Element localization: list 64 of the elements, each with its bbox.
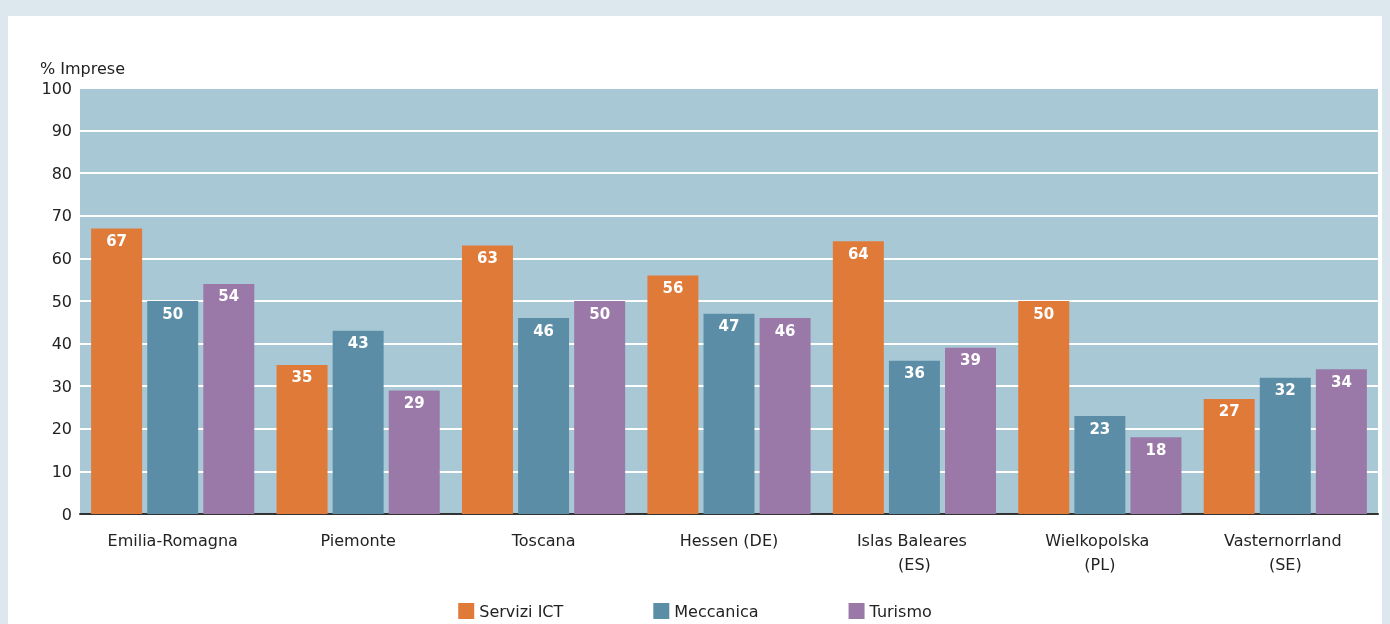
data-label: 29	[403, 393, 425, 412]
data-label: 43	[347, 334, 369, 353]
y-tick-label: 60	[51, 248, 72, 268]
bar	[647, 275, 699, 514]
data-label: 64	[847, 244, 869, 263]
bar	[945, 347, 997, 514]
data-label: 67	[106, 232, 128, 251]
bar	[1018, 301, 1070, 514]
legend-label: Servizi ICT	[479, 601, 564, 621]
data-label: 63	[477, 249, 498, 268]
data-label: 32	[1274, 381, 1296, 400]
legend-label: Meccanica	[674, 601, 759, 621]
data-label: 39	[960, 351, 981, 370]
y-tick-label: 0	[61, 504, 72, 524]
y-tick-label: 20	[51, 419, 72, 439]
x-tick-label: Emilia-Romagna	[107, 530, 238, 550]
legend-label: Turismo	[868, 601, 932, 621]
y-axis-title: % Imprese	[40, 58, 125, 78]
data-label: 27	[1218, 402, 1240, 421]
bar	[1130, 437, 1182, 514]
bar	[461, 245, 513, 514]
bar	[388, 390, 440, 514]
y-tick-label: 10	[51, 461, 72, 481]
y-tick-label: 70	[51, 206, 72, 226]
y-tick-label: 100	[41, 78, 72, 98]
data-label: 56	[662, 278, 684, 297]
y-tick-label: 90	[51, 121, 72, 141]
bar	[203, 283, 255, 514]
y-tick-label: 30	[51, 376, 72, 396]
bar	[276, 364, 328, 514]
bar	[888, 360, 940, 514]
bar	[1315, 369, 1367, 514]
x-tick-label: Hessen (DE)	[679, 530, 779, 550]
data-label: 36	[903, 364, 925, 383]
bar	[1074, 416, 1126, 514]
data-label: 47	[718, 317, 740, 336]
bar	[91, 228, 143, 514]
data-label: 34	[1330, 372, 1352, 391]
data-label: 35	[291, 368, 313, 387]
bar	[832, 241, 884, 514]
data-label: 46	[533, 321, 555, 340]
data-label: 18	[1145, 440, 1167, 459]
bar	[574, 301, 626, 514]
x-tick-label: Islas Baleares (ES)	[856, 530, 972, 574]
data-label: 50	[589, 304, 611, 323]
x-tick-label: Toscana	[510, 530, 576, 550]
bar	[703, 313, 755, 514]
bar	[332, 330, 384, 514]
bar	[759, 318, 811, 514]
y-tick-label: 50	[51, 291, 72, 311]
data-label: 23	[1089, 419, 1111, 438]
bar	[518, 318, 570, 514]
x-tick-label: Wielkopolska (PL)	[1045, 530, 1155, 574]
y-tick-label: 80	[51, 163, 72, 183]
x-tick-label: Vasternorrland (SE)	[1223, 530, 1347, 574]
y-tick-label: 40	[51, 334, 72, 354]
x-tick-label: Piemonte	[320, 530, 396, 550]
data-label: 54	[218, 287, 240, 306]
bar	[1259, 377, 1311, 514]
data-label: 50	[1033, 304, 1055, 323]
bar	[147, 301, 199, 514]
data-label: 50	[162, 304, 184, 323]
data-label: 46	[774, 321, 796, 340]
bar	[1203, 398, 1255, 514]
